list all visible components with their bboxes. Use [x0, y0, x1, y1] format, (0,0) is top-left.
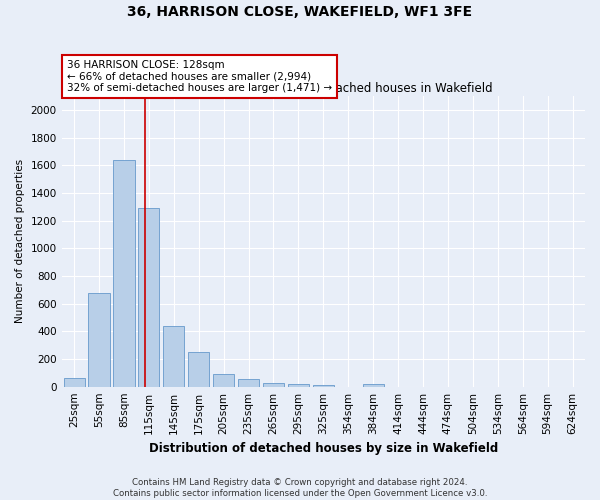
Title: Size of property relative to detached houses in Wakefield: Size of property relative to detached ho…	[154, 82, 493, 95]
Bar	[188, 352, 209, 386]
Bar	[263, 382, 284, 386]
Bar	[138, 208, 160, 386]
Text: 36, HARRISON CLOSE, WAKEFIELD, WF1 3FE: 36, HARRISON CLOSE, WAKEFIELD, WF1 3FE	[127, 5, 473, 19]
Bar	[213, 374, 234, 386]
Bar	[113, 160, 134, 386]
X-axis label: Distribution of detached houses by size in Wakefield: Distribution of detached houses by size …	[149, 442, 498, 455]
Bar	[288, 384, 309, 386]
Y-axis label: Number of detached properties: Number of detached properties	[15, 160, 25, 324]
Text: 36 HARRISON CLOSE: 128sqm
← 66% of detached houses are smaller (2,994)
32% of se: 36 HARRISON CLOSE: 128sqm ← 66% of detac…	[67, 60, 332, 93]
Bar	[238, 379, 259, 386]
Bar	[64, 378, 85, 386]
Bar	[362, 384, 384, 386]
Bar	[163, 326, 184, 386]
Bar	[88, 292, 110, 386]
Text: Contains HM Land Registry data © Crown copyright and database right 2024.
Contai: Contains HM Land Registry data © Crown c…	[113, 478, 487, 498]
